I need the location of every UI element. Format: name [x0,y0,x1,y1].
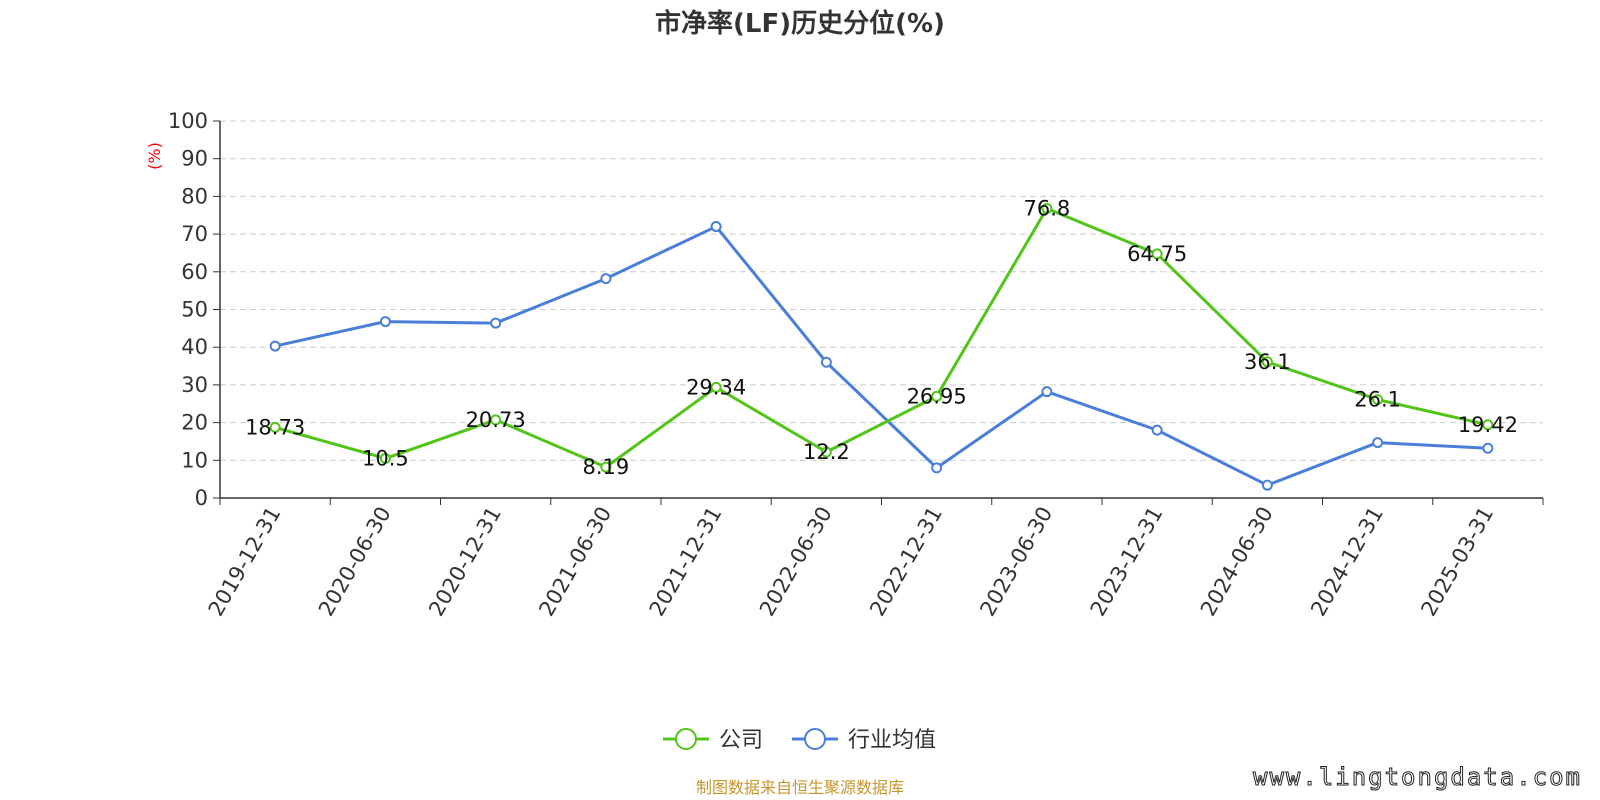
y-tick-label: 60 [181,260,208,284]
data-point [931,390,943,402]
y-tick-label: 100 [168,109,208,133]
x-tick-label: 2024-06-30 [1196,503,1278,621]
data-point [490,414,502,426]
data-point [820,356,832,368]
data-point [379,316,391,328]
y-tick-label: 50 [181,298,208,322]
chart-title: 市净率(LF)历史分位(%) [655,8,945,39]
x-tick-label: 2022-06-30 [755,503,837,621]
data-point [1041,386,1053,398]
data-label: 19.42 [1458,413,1518,437]
data-label: 64.75 [1127,242,1187,266]
data-label: 10.5 [362,446,409,470]
data-label: 18.73 [245,415,305,439]
y-tick-label: 20 [181,411,208,435]
data-labels: 18.73 10.5 20.73 8.19 29.34 12.2 26.95 76.8 64.7… [245,196,1518,479]
series-layer [269,202,1494,491]
watermark: www.lingtongdata.com [1253,763,1582,791]
y-tick-label: 10 [181,448,208,472]
data-label: 36.1 [1244,350,1291,374]
y-tick-label: 70 [181,222,208,246]
data-point [1482,442,1494,454]
data-point [1151,248,1163,260]
data-point [1372,437,1384,449]
series-line-1 [274,225,1488,487]
data-point [600,461,612,473]
data-point [269,340,281,352]
data-label: 29.34 [686,375,746,399]
x-tick-label: 2021-12-31 [645,503,727,621]
legend-label: 行业均值 [848,728,936,753]
data-point [1151,424,1163,436]
data-label: 76.8 [1023,196,1070,220]
legend-marker [804,728,826,750]
x-tick-label: 2024-12-31 [1306,503,1388,621]
legend-label: 公司 [719,728,763,753]
source-note: 制图数据来自恒生聚源数据库 [696,778,904,797]
data-point [1261,479,1273,491]
x-tick-label: 2019-12-31 [204,503,286,621]
y-tick-label: 30 [181,373,208,397]
y-tick-label: 0 [195,486,208,510]
x-tick-label: 2025-03-31 [1416,503,1498,621]
data-point [600,273,612,285]
data-point [490,317,502,329]
data-point [820,446,832,458]
y-tick-label: 80 [181,184,208,208]
data-label: 20.73 [466,408,526,432]
data-point [1261,356,1273,368]
legend: 公司 行业均值 [663,728,936,753]
legend-marker [675,728,697,750]
x-tick-label: 2020-12-31 [424,503,506,621]
data-point [1482,419,1494,431]
data-point [379,452,391,464]
y-axis-label: (%) [145,142,164,170]
data-label: 8.19 [582,455,629,479]
y-tick-label: 90 [181,147,208,171]
x-tick-label: 2021-06-30 [534,503,616,621]
data-point [1041,202,1053,214]
data-point [269,421,281,433]
x-tick-label: 2023-12-31 [1086,503,1168,621]
x-tick-label: 2022-12-31 [865,503,947,621]
data-point [1372,394,1384,406]
x-tick-label: 2020-06-30 [314,503,396,621]
data-label: 26.1 [1354,388,1401,412]
data-point [931,462,943,474]
x-tick-label: 2023-06-30 [975,503,1057,621]
grid [220,120,1543,461]
data-point [710,381,722,393]
data-point [710,221,722,233]
axes: 0 10 20 30 40 50 60 70 80 90 100 2019-12-31 2020-06-… [168,109,1544,621]
data-label: 26.95 [907,384,967,408]
data-label: 12.2 [803,440,850,464]
y-tick-label: 40 [181,335,208,359]
series-line-0 [274,206,1489,469]
